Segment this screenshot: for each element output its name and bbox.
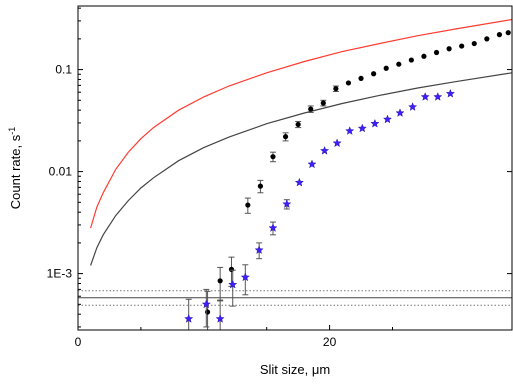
model-curve-0 — [90, 18, 512, 229]
data-point-circle — [371, 71, 377, 77]
data-point-star — [240, 272, 250, 282]
y-tick-label: 1E-3 — [47, 267, 73, 281]
data-point-circle — [345, 80, 352, 86]
error-bar — [204, 290, 211, 330]
data-point-circle — [358, 75, 364, 81]
data-point-circle — [270, 154, 276, 160]
data-point-circle — [295, 121, 301, 128]
error-bar — [242, 264, 249, 296]
data-point-circle — [421, 53, 427, 59]
data-point-circle — [228, 266, 235, 272]
data-point-circle — [383, 65, 389, 71]
data-point-circle — [433, 49, 440, 56]
data-point-circle — [308, 106, 314, 112]
error-bar — [203, 288, 210, 328]
data-point-star — [433, 92, 443, 101]
data-point-star — [201, 299, 211, 309]
data-point-circle — [282, 134, 289, 140]
data-point-star — [370, 118, 380, 128]
curves-layer — [78, 18, 512, 306]
data-point-star — [215, 314, 225, 323]
data-point-star — [445, 88, 455, 98]
data-point-circle — [217, 278, 223, 284]
error-bar — [217, 300, 224, 330]
data-point-circle — [408, 57, 414, 63]
data-point-star — [408, 102, 418, 111]
y-tick-label: 0.01 — [49, 165, 73, 179]
data-point-star — [307, 159, 317, 169]
data-point-star — [282, 199, 292, 208]
data-point-circle — [396, 61, 402, 67]
data-point-star — [345, 126, 355, 135]
data-point-circle — [459, 43, 465, 49]
points-layer — [184, 30, 511, 330]
data-point-star — [268, 223, 278, 232]
y-tick-label: 0.1 — [55, 63, 72, 77]
data-point-circle — [320, 100, 326, 106]
model-curve-1 — [90, 72, 512, 266]
plot-frame — [77, 5, 513, 331]
data-point-star — [320, 146, 330, 155]
data-point-star — [294, 177, 304, 187]
data-point-circle — [496, 32, 503, 38]
data-point-star — [184, 314, 194, 323]
data-point-circle — [204, 309, 211, 315]
data-point-circle — [245, 202, 251, 208]
ticks-layer: 0 20 1E-3 0.01 0.1 — [47, 7, 512, 349]
data-point-star — [254, 245, 264, 254]
data-point-circle — [484, 36, 490, 42]
error-bar — [185, 298, 192, 330]
data-point-star — [228, 279, 238, 289]
y-axis-title: Count rate, s-1 — [7, 127, 23, 209]
data-point-circle — [333, 86, 339, 92]
data-point-circle — [446, 46, 452, 52]
error-bar — [229, 269, 236, 307]
x-tick-label: 0 — [75, 335, 82, 349]
data-point-star — [332, 138, 342, 148]
data-point-circle — [505, 30, 511, 36]
x-axis-title: Slit size, μm — [260, 362, 330, 377]
data-point-star — [357, 123, 367, 133]
data-point-circle — [471, 40, 477, 47]
data-point-star — [382, 114, 393, 124]
y-axis-title-superscript: -1 — [7, 127, 17, 135]
data-point-star — [420, 92, 430, 101]
data-point-circle — [257, 183, 264, 189]
x-tick-label: 20 — [323, 335, 337, 349]
data-point-star — [395, 108, 405, 117]
error-bar — [217, 266, 224, 301]
